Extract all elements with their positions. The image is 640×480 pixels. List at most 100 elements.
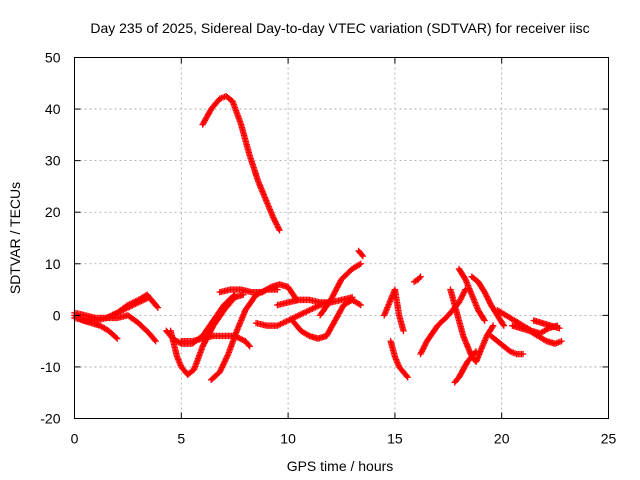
data-point [245,341,252,349]
data-point [458,293,466,300]
data-point [499,321,507,328]
data-point [456,297,463,305]
track-arc-k [289,296,364,342]
track-arc-q [410,273,424,286]
track-arc-s [447,286,497,365]
y-tick-label: -10 [40,359,60,375]
data-point [461,287,468,295]
data-point [348,294,356,301]
data-point [274,222,281,230]
y-tick-label: 20 [45,204,61,220]
data-point [459,292,466,299]
data-point [276,227,283,234]
data-point [489,323,496,331]
data-point [359,252,367,260]
x-tick-label: 0 [71,431,79,447]
data-point [482,291,490,299]
data-point [403,372,410,380]
data-point [417,350,424,358]
data-point [482,290,489,297]
x-axis-label: GPS time / hours [287,458,394,474]
data-point [272,218,279,225]
data-point [154,304,162,311]
data-point [152,337,159,345]
data-point [457,296,464,303]
track-arc-i [216,281,300,304]
track-arc-g [163,291,238,347]
data-point [484,294,491,302]
data-point [471,349,479,356]
data-point [472,348,480,355]
y-tick-label: 10 [45,256,61,272]
grid-lines [74,57,609,419]
data-point [500,322,508,329]
data-point [483,293,490,300]
track-arc-m [316,260,364,319]
data-point [274,286,281,293]
data-point [485,297,493,304]
data-point [418,347,426,355]
data-point [404,374,411,381]
data-point [544,325,551,333]
track-arc-y [509,322,565,347]
data-point [356,300,363,308]
data-point [358,251,365,258]
y-tick-label: 40 [45,101,61,117]
y-tick-label: -20 [40,411,60,427]
data-point [153,303,160,310]
data-point [230,292,237,300]
track-arc-d [103,294,162,322]
data-point [420,343,428,351]
x-tick-label: 25 [601,431,617,447]
data-point [272,219,280,227]
data-point [357,260,364,267]
track-arc-o [381,286,407,335]
data-point [481,317,488,324]
data-point [400,327,407,335]
y-tick-label: 0 [53,307,61,323]
x-tick-label: 15 [387,431,403,447]
chart-title: Day 235 of 2025, Sidereal Day-to-day VTE… [90,20,589,36]
data-point [114,335,121,342]
y-tick-label: 50 [45,50,61,66]
track-arc-high [199,92,283,234]
data-point [421,342,429,349]
plot-border [74,57,609,419]
data-point [460,289,468,296]
data-point [460,290,467,298]
data-point [556,325,563,332]
y-tick-label: 30 [45,153,61,169]
track-arc-v [468,273,508,329]
track-arc-n [355,247,367,260]
data-point [176,339,184,347]
data-point [480,316,488,323]
data-point [357,301,364,309]
track-arc-p [387,337,411,381]
data-point [151,336,158,344]
track-arc-u [455,265,488,324]
track-arc-t [451,348,480,386]
data-point [269,214,277,221]
data-point [558,337,565,345]
data-point [271,217,278,224]
x-tick-label: 20 [494,431,510,447]
track-arc-z [530,317,563,332]
data-point [112,334,120,341]
track-arc-c [71,312,159,345]
data-point [457,294,465,302]
data-point [481,288,488,296]
data-point [266,284,273,292]
track-arc-w [487,332,527,358]
data-point [356,261,363,268]
x-tick-label: 10 [280,431,296,447]
data-point [422,340,429,348]
data-point [417,273,424,280]
data-point [541,337,549,344]
axis-ticks: 0 5 10 15 20 25 -20 -10 0 10 20 30 40 50 [40,50,616,447]
y-axis-label: SDTVAR / TECUs [7,182,23,294]
data-point [274,224,282,231]
track-arc-x [494,307,561,337]
data-point [461,274,468,282]
data-point [489,322,497,329]
